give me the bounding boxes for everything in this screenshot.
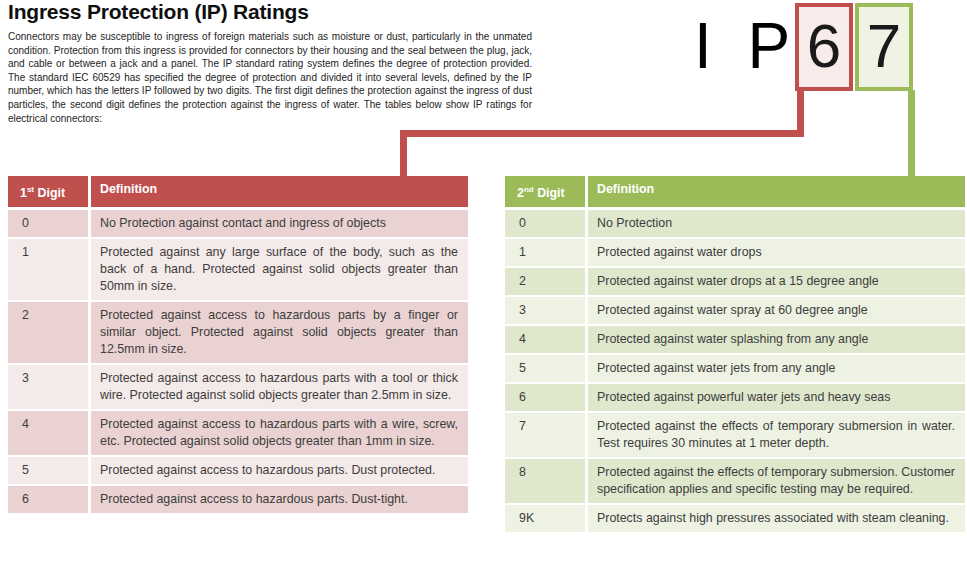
digit-cell: 8 [505, 459, 585, 503]
digit-cell: 4 [505, 326, 585, 353]
second-digit-table: 2nd Digit Definition 0No Protection1Prot… [505, 176, 965, 532]
definition-cell: Protected against water drops [588, 239, 965, 266]
definition-cell: Protected against access to hazardous pa… [91, 411, 468, 455]
table-row: 3Protected against access to hazardous p… [8, 365, 468, 409]
table-row: 1Protected against any large surface of … [8, 239, 468, 300]
digit-cell: 5 [8, 457, 88, 484]
table-row: 6Protected against powerful water jets a… [505, 384, 965, 411]
definition-cell: Protected against access to hazardous pa… [91, 302, 468, 363]
definition-cell: Protects against high pressures associat… [588, 505, 965, 532]
first-digit-box: 6 [795, 3, 853, 91]
page-title: Ingress Protection (IP) Ratings [8, 0, 309, 24]
digit-cell: 5 [505, 355, 585, 382]
table-row: 8Protected against the effects of tempor… [505, 459, 965, 503]
green-connector-vertical [908, 90, 915, 177]
definition-cell: Protected against access to hazardous pa… [91, 365, 468, 409]
definition-cell: Protected against the effects of tempora… [588, 459, 965, 503]
definition-cell: Protected against access to hazardous pa… [91, 457, 468, 484]
red-connector-horizontal [400, 130, 804, 137]
digit-cell: 4 [8, 411, 88, 455]
digit-cell: 3 [8, 365, 88, 409]
digit-cell: 1 [505, 239, 585, 266]
definition-cell: No Protection against contact and ingres… [91, 210, 468, 237]
table-row: 0No Protection against contact and ingre… [8, 210, 468, 237]
page: Ingress Protection (IP) Ratings Connecto… [0, 0, 967, 566]
definition-cell: Protected against access to hazardous pa… [91, 486, 468, 513]
ip-prefix-letters: I P [694, 6, 799, 86]
digit-cell: 0 [8, 210, 88, 237]
digit-column-header: 2nd Digit [505, 176, 585, 207]
second-digit-box: 7 [855, 3, 913, 91]
table-row: 9KProtects against high pressures associ… [505, 505, 965, 532]
definition-cell: Protected against any large surface of t… [91, 239, 468, 300]
red-connector-vertical-bottom [400, 130, 407, 177]
table-row: 4Protected against water splashing from … [505, 326, 965, 353]
digit-cell: 6 [505, 384, 585, 411]
table-row: 0No Protection [505, 210, 965, 237]
definition-cell: Protected against water drops at a 15 de… [588, 268, 965, 295]
digit-cell: 0 [505, 210, 585, 237]
definition-cell: Protected against the effects of tempora… [588, 413, 965, 457]
digit-cell: 9K [505, 505, 585, 532]
digit-cell: 3 [505, 297, 585, 324]
table-row: 4Protected against access to hazardous p… [8, 411, 468, 455]
digit-column-header: 1st Digit [8, 176, 88, 207]
table-row: 1Protected against water drops [505, 239, 965, 266]
definition-column-header: Definition [588, 176, 965, 207]
table-row: 7Protected against the effects of tempor… [505, 413, 965, 457]
table-row: 5Protected against water jets from any a… [505, 355, 965, 382]
definition-cell: Protected against water spray at 60 degr… [588, 297, 965, 324]
definition-cell: Protected against water jets from any an… [588, 355, 965, 382]
table-row: 6Protected against access to hazardous p… [8, 486, 468, 513]
table-header-row: 2nd Digit Definition [505, 176, 965, 207]
first-digit-table: 1st Digit Definition 0No Protection agai… [8, 176, 468, 513]
digit-cell: 7 [505, 413, 585, 457]
intro-paragraph: Connectors may be susceptible to ingress… [8, 30, 532, 125]
definition-cell: Protected against water splashing from a… [588, 326, 965, 353]
table-header-row: 1st Digit Definition [8, 176, 468, 207]
definition-cell: No Protection [588, 210, 965, 237]
digit-cell: 2 [505, 268, 585, 295]
table-row: 2Protected against water drops at a 15 d… [505, 268, 965, 295]
definition-cell: Protected against powerful water jets an… [588, 384, 965, 411]
table-row: 2Protected against access to hazardous p… [8, 302, 468, 363]
table-row: 3Protected against water spray at 60 deg… [505, 297, 965, 324]
digit-cell: 1 [8, 239, 88, 300]
digit-cell: 6 [8, 486, 88, 513]
table-row: 5Protected against access to hazardous p… [8, 457, 468, 484]
digit-cell: 2 [8, 302, 88, 363]
definition-column-header: Definition [91, 176, 468, 207]
